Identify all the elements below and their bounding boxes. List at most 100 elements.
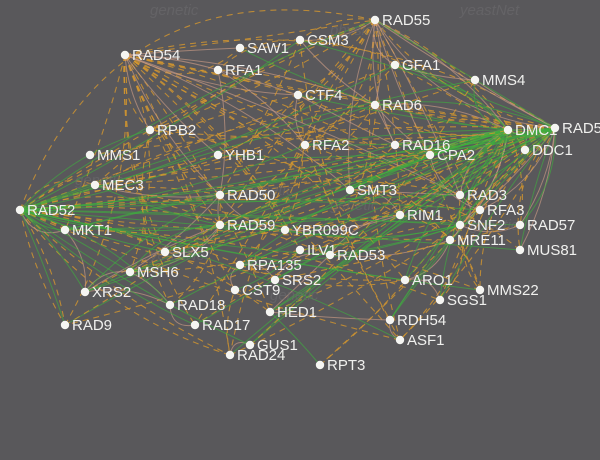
node-dot-cpa2[interactable] [426, 151, 434, 159]
graph-node-csm3[interactable]: CSM3 [296, 32, 349, 49]
graph-node-saw1[interactable]: SAW1 [236, 40, 289, 57]
node-dot-ybr099c[interactable] [281, 226, 289, 234]
node-dot-snf2[interactable] [456, 221, 464, 229]
graph-node-srs2[interactable]: SRS2 [271, 272, 321, 289]
graph-node-dmc1[interactable]: DMC1 [504, 122, 558, 139]
graph-node-rim1[interactable]: RIM1 [396, 207, 443, 224]
graph-node-rad18[interactable]: RAD18 [166, 297, 226, 314]
graph-node-cpa2[interactable]: CPA2 [426, 147, 475, 164]
node-dot-rpa135[interactable] [236, 261, 244, 269]
node-dot-rpt3[interactable] [316, 361, 324, 369]
node-dot-mre11[interactable] [446, 236, 454, 244]
node-dot-cst9[interactable] [231, 286, 239, 294]
graph-node-rad6[interactable]: RAD6 [371, 97, 422, 114]
graph-node-snf2[interactable]: SNF2 [456, 217, 506, 234]
graph-node-mkt1[interactable]: MKT1 [61, 222, 112, 239]
node-dot-smt3[interactable] [346, 186, 354, 194]
graph-node-mms1[interactable]: MMS1 [86, 147, 141, 164]
graph-node-aro1[interactable]: ARO1 [401, 272, 453, 289]
node-dot-gus1[interactable] [246, 341, 254, 349]
node-dot-mms1[interactable] [86, 151, 94, 159]
graph-node-gfa1[interactable]: GFA1 [391, 57, 441, 74]
node-dot-csm3[interactable] [296, 36, 304, 44]
graph-node-rad17[interactable]: RAD17 [191, 317, 251, 334]
node-dot-rad53[interactable] [326, 251, 334, 259]
graph-node-ybr099c[interactable]: YBR099C [281, 222, 359, 239]
node-dot-rad52[interactable] [16, 206, 24, 214]
graph-node-rfa1[interactable]: RFA1 [214, 62, 263, 79]
node-dot-asf1[interactable] [396, 336, 404, 344]
graph-node-rdh54[interactable]: RDH54 [386, 312, 446, 329]
node-dot-rad9[interactable] [61, 321, 69, 329]
node-dot-rfa3[interactable] [476, 206, 484, 214]
node-dot-rad3[interactable] [456, 191, 464, 199]
graph-node-rad53[interactable]: RAD53 [326, 247, 386, 264]
graph-node-rad57[interactable]: RAD57 [516, 217, 576, 234]
node-dot-mms22[interactable] [476, 286, 484, 294]
node-dot-rad50[interactable] [216, 191, 224, 199]
node-dot-msh6[interactable] [126, 268, 134, 276]
graph-node-rad55[interactable]: RAD55 [371, 12, 431, 29]
graph-node-rpb2[interactable]: RPB2 [146, 122, 196, 139]
graph-node-rpt3[interactable]: RPT3 [316, 357, 366, 374]
graph-node-gus1[interactable]: GUS1 [246, 337, 298, 354]
graph-node-rad16[interactable]: RAD16 [391, 137, 451, 154]
graph-node-rad3[interactable]: RAD3 [456, 187, 507, 204]
node-dot-rad24[interactable] [226, 351, 234, 359]
graph-node-rfa3[interactable]: RFA3 [476, 202, 525, 219]
graph-node-slx5[interactable]: SLX5 [161, 244, 209, 261]
node-dot-ctf4[interactable] [294, 91, 302, 99]
graph-node-rad50[interactable]: RAD50 [216, 187, 276, 204]
node-dot-sgs1[interactable] [436, 296, 444, 304]
node-dot-rim1[interactable] [396, 211, 404, 219]
node-dot-rdh54[interactable] [386, 316, 394, 324]
node-dot-rad17[interactable] [191, 321, 199, 329]
graph-node-yhb1[interactable]: YHB1 [214, 147, 264, 164]
graph-node-smt3[interactable]: SMT3 [346, 182, 397, 199]
graph-node-rad24[interactable]: RAD24 [226, 347, 286, 364]
node-dot-rad6[interactable] [371, 101, 379, 109]
node-dot-rad57[interactable] [516, 221, 524, 229]
graph-node-rad9[interactable]: RAD9 [61, 317, 112, 334]
graph-node-rad51[interactable]: RAD51 [551, 120, 600, 137]
graph-node-rad54[interactable]: RAD54 [121, 47, 181, 64]
graph-node-ddc1[interactable]: DDC1 [521, 142, 573, 159]
graph-node-mms4[interactable]: MMS4 [471, 72, 526, 89]
node-dot-slx5[interactable] [161, 248, 169, 256]
node-layer[interactable]: RAD54 RAD55 CSM3 SAW1 GFA1 MMS4 RFA1 DMC1RAD51 R… [0, 0, 600, 460]
node-dot-hed1[interactable] [266, 308, 274, 316]
node-dot-mms4[interactable] [471, 76, 479, 84]
node-dot-mkt1[interactable] [61, 226, 69, 234]
node-dot-mec3[interactable] [91, 181, 99, 189]
graph-node-cst9[interactable]: CST9 [231, 282, 281, 299]
node-dot-ilv1[interactable] [296, 246, 304, 254]
node-dot-rad51[interactable] [551, 124, 559, 132]
node-dot-xrs2[interactable] [81, 288, 89, 296]
node-dot-rad54[interactable] [121, 51, 129, 59]
graph-node-sgs1[interactable]: SGS1 [436, 292, 487, 309]
graph-node-xrs2[interactable]: XRS2 [81, 284, 131, 301]
node-dot-aro1[interactable] [401, 276, 409, 284]
graph-node-rad52[interactable]: RAD52 [16, 202, 76, 219]
node-dot-yhb1[interactable] [214, 151, 222, 159]
graph-node-mec3[interactable]: MEC3 [91, 177, 144, 194]
node-dot-rpb2[interactable] [146, 126, 154, 134]
node-dot-rad16[interactable] [391, 141, 399, 149]
node-dot-srs2[interactable] [271, 276, 279, 284]
node-dot-dmc1[interactable] [504, 126, 512, 134]
node-dot-saw1[interactable] [236, 44, 244, 52]
node-dot-rad55[interactable] [371, 16, 379, 24]
node-dot-rad18[interactable] [166, 301, 174, 309]
graph-node-hed1[interactable]: HED1 [266, 304, 317, 321]
graph-node-rad59[interactable]: RAD59 [216, 217, 276, 234]
node-dot-rfa1[interactable] [214, 66, 222, 74]
graph-node-mms22[interactable]: MMS22 [476, 282, 539, 299]
graph-node-rpa135[interactable]: RPA135 [236, 257, 302, 274]
node-dot-ddc1[interactable] [521, 146, 529, 154]
node-dot-rfa2[interactable] [301, 141, 309, 149]
node-dot-gfa1[interactable] [391, 61, 399, 69]
graph-node-asf1[interactable]: ASF1 [396, 332, 445, 349]
graph-node-mre11[interactable]: MRE11 [446, 232, 506, 249]
graph-node-ctf4[interactable]: CTF4 [294, 87, 343, 104]
graph-node-mus81[interactable]: MUS81 [516, 242, 577, 259]
